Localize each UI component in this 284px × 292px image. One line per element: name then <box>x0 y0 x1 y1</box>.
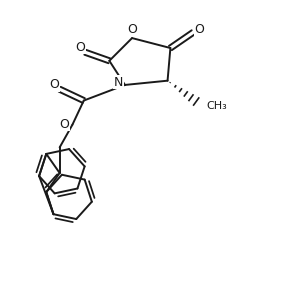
Text: O: O <box>75 41 85 54</box>
Text: N: N <box>114 76 124 88</box>
Text: O: O <box>127 23 137 36</box>
Text: CH₃: CH₃ <box>207 101 227 111</box>
Text: O: O <box>49 79 59 91</box>
Text: O: O <box>195 23 204 36</box>
Text: O: O <box>60 118 69 131</box>
